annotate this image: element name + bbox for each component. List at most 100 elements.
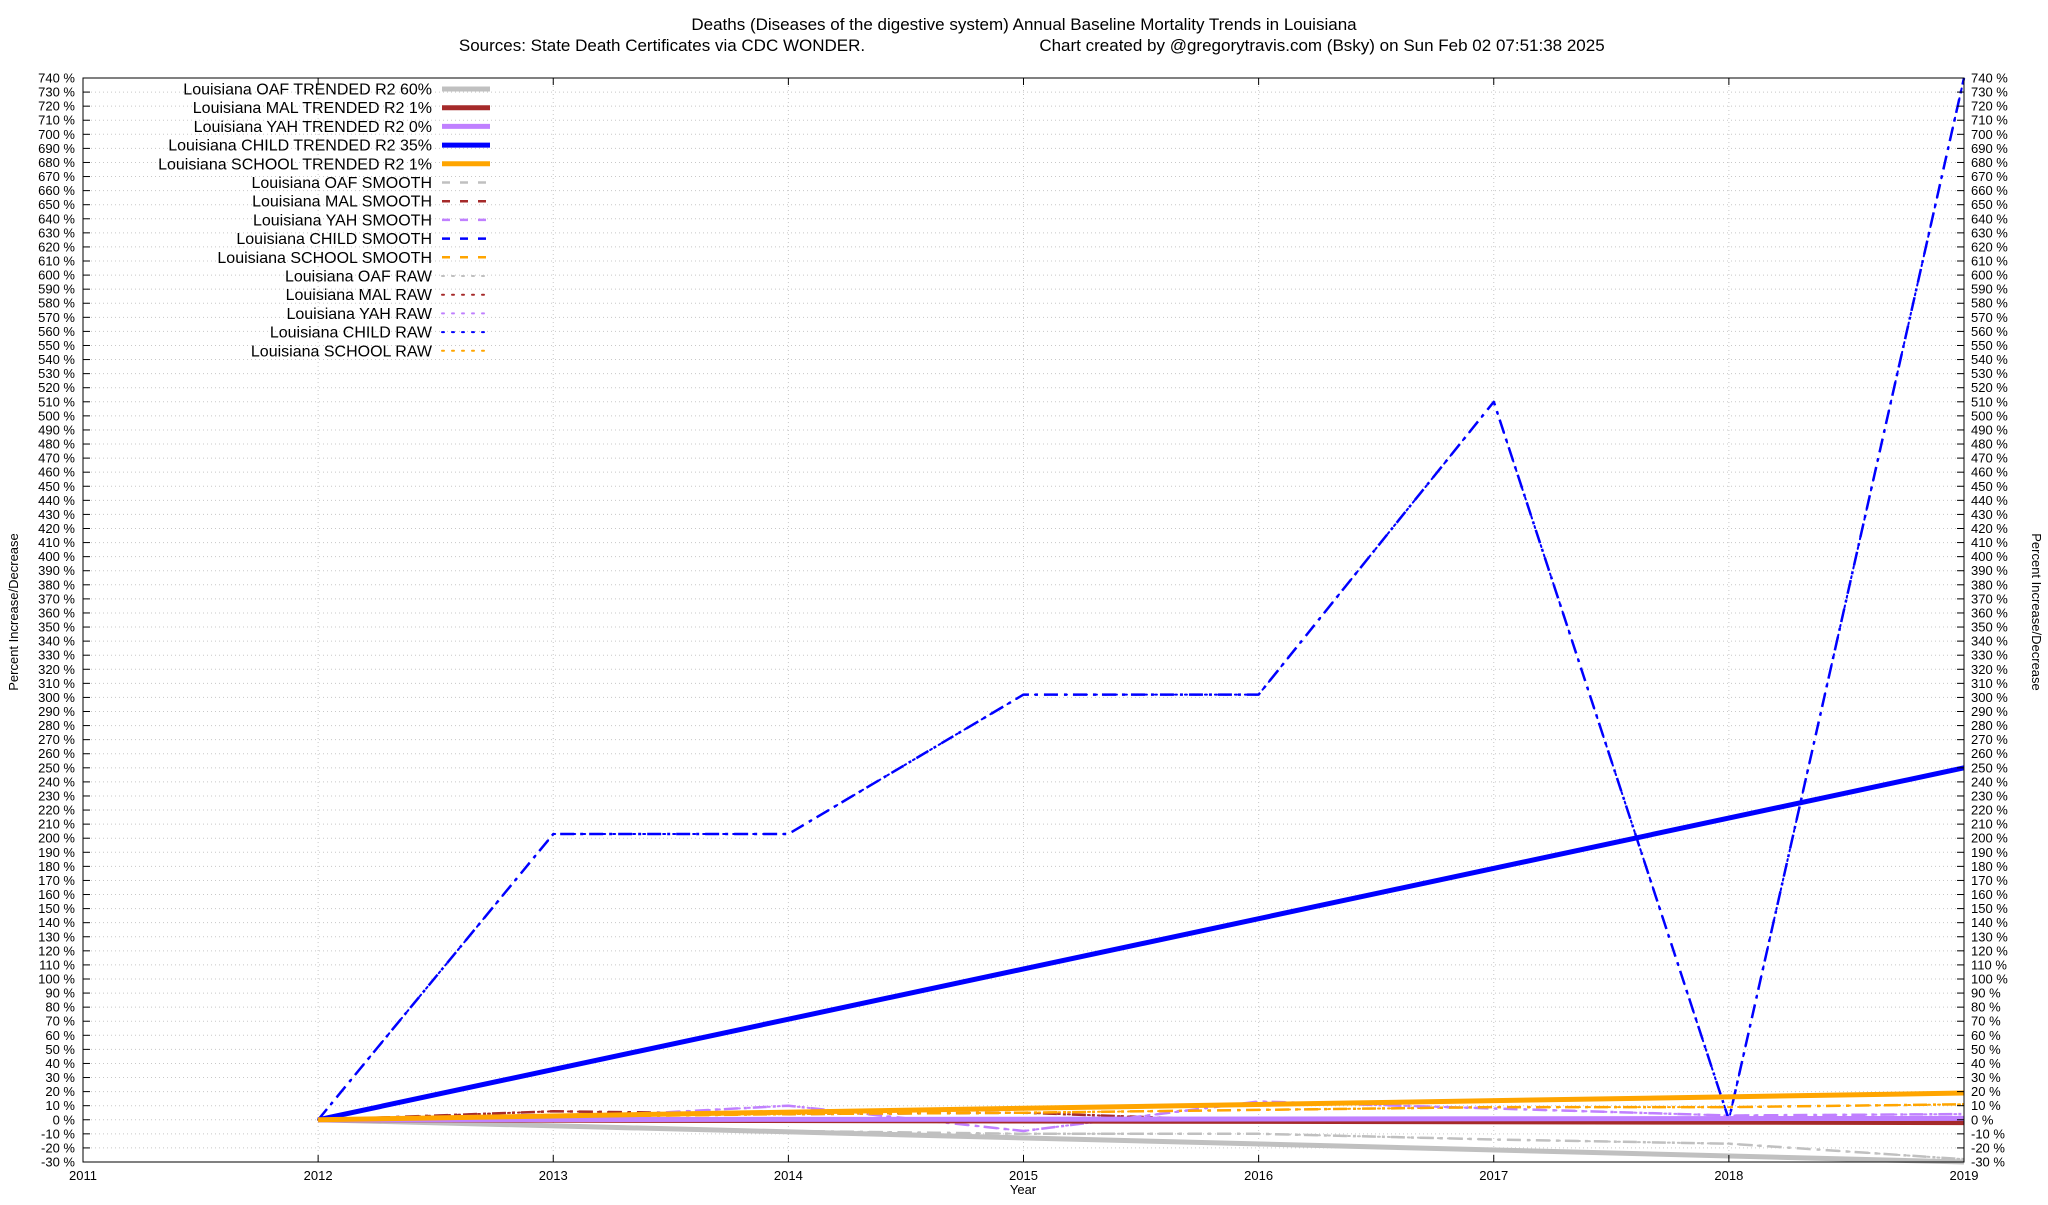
y-tick-label-right: -30 % — [1971, 1155, 2005, 1170]
y-tick-label-left: 330 % — [38, 648, 75, 663]
y-tick-label-right: 210 % — [1971, 817, 2008, 832]
y-tick-label-right: 80 % — [1971, 1000, 2001, 1015]
y-tick-label-left: 350 % — [38, 620, 75, 635]
y-tick-label-left: 670 % — [38, 169, 75, 184]
legend-label: Louisiana OAF SMOOTH — [252, 175, 433, 192]
y-tick-label-right: 580 % — [1971, 296, 2008, 311]
y-tick-label-right: 730 % — [1971, 85, 2008, 100]
y-tick-label-right: 50 % — [1971, 1042, 2001, 1057]
y-tick-label-right: 230 % — [1971, 788, 2008, 803]
y-tick-label-left: 360 % — [38, 605, 75, 620]
y-tick-label-left: 710 % — [38, 113, 75, 128]
y-tick-label-left: 570 % — [38, 310, 75, 325]
y-tick-label-left: 110 % — [39, 957, 75, 972]
y-tick-label-right: 310 % — [1971, 676, 2008, 691]
y-tick-label-left: 450 % — [38, 479, 75, 494]
y-tick-label-left: 720 % — [38, 99, 75, 114]
legend-label: Louisiana MAL RAW — [286, 287, 433, 304]
y-tick-label-left: 100 % — [38, 971, 75, 986]
y-tick-label-right: 260 % — [1971, 746, 2008, 761]
y-tick-label-right: 290 % — [1971, 704, 2008, 719]
y-tick-label-left: 590 % — [38, 282, 75, 297]
y-tick-label-right: 340 % — [1971, 634, 2008, 649]
x-tick-label: 2018 — [1714, 1168, 1743, 1183]
y-tick-label-right: 220 % — [1971, 803, 2008, 818]
y-tick-label-right: 280 % — [1971, 718, 2008, 733]
y-tick-label-left: 130 % — [38, 929, 75, 944]
y-tick-label-left: 400 % — [38, 549, 75, 564]
y-tick-label-left: 620 % — [38, 239, 75, 254]
x-tick-label: 2016 — [1244, 1168, 1273, 1183]
y-tick-label-right: 540 % — [1971, 352, 2008, 367]
y-tick-label-right: 0 % — [1971, 1112, 1994, 1127]
y-tick-label-left: 290 % — [38, 704, 75, 719]
y-tick-label-left: 280 % — [38, 718, 75, 733]
y-tick-label-left: 630 % — [38, 225, 75, 240]
y-tick-label-left: 510 % — [38, 394, 75, 409]
y-tick-label-right: 720 % — [1971, 99, 2008, 114]
x-tick-label: 2019 — [1950, 1168, 1979, 1183]
series-line-child-trended — [317, 765, 1965, 1123]
y-tick-label-right: 20 % — [1971, 1084, 2001, 1099]
y-tick-label-left: -20 % — [41, 1140, 75, 1155]
y-tick-label-left: 90 % — [45, 986, 75, 1001]
y-tick-label-right: 360 % — [1971, 605, 2008, 620]
legend-label: Louisiana MAL TRENDED R2 1% — [193, 100, 432, 117]
y-tick-label-right: 30 % — [1971, 1070, 2001, 1085]
legend-label: Louisiana SCHOOL SMOOTH — [217, 250, 432, 267]
chart-subtitle-source: Sources: State Death Certificates via CD… — [459, 36, 865, 55]
y-tick-label-right: 330 % — [1971, 648, 2008, 663]
legend-label: Louisiana OAF RAW — [285, 269, 433, 286]
y-tick-label-right: 130 % — [1971, 929, 2008, 944]
y-tick-label-left: 160 % — [38, 887, 75, 902]
y-tick-label-right: 710 % — [1971, 113, 2008, 128]
y-tick-label-left: 370 % — [38, 591, 75, 606]
y-tick-label-left: 540 % — [38, 352, 75, 367]
y-tick-label-right: 520 % — [1971, 380, 2008, 395]
y-tick-label-right: 530 % — [1971, 366, 2008, 381]
y-tick-label-right: 60 % — [1971, 1028, 2001, 1043]
y-tick-label-left: 70 % — [45, 1014, 75, 1029]
y-tick-label-left: 310 % — [38, 676, 75, 691]
y-tick-label-right: 160 % — [1971, 887, 2008, 902]
y-tick-label-right: 740 % — [1971, 71, 2008, 86]
y-tick-label-right: 200 % — [1971, 831, 2008, 846]
y-tick-label-left: 150 % — [38, 901, 75, 916]
y-tick-label-left: 680 % — [38, 155, 75, 170]
y-tick-label-left: 500 % — [38, 408, 75, 423]
y-tick-label-right: 600 % — [1971, 268, 2008, 283]
y-tick-label-left: 340 % — [38, 634, 75, 649]
legend-label: Louisiana SCHOOL TRENDED R2 1% — [158, 156, 432, 173]
y-tick-label-left: 460 % — [38, 465, 75, 480]
axes: -30 % -30 %-20 % -20 %-10 % -10 %0 % 0 %10 %… — [38, 71, 2008, 1184]
x-axis-label: Year — [1010, 1182, 1037, 1197]
legend-label: Louisiana SCHOOL RAW — [251, 343, 433, 360]
y-tick-label-left: 700 % — [38, 127, 75, 142]
y-tick-label-right: 320 % — [1971, 662, 2008, 677]
y-tick-label-left: 420 % — [38, 521, 75, 536]
y-tick-label-left: 550 % — [38, 338, 75, 353]
y-tick-label-left: 120 % — [38, 943, 75, 958]
y-tick-label-left: 610 % — [38, 254, 75, 269]
y-tick-label-left: 530 % — [38, 366, 75, 381]
y-tick-label-right: 690 % — [1971, 141, 2008, 156]
y-tick-label-right: 170 % — [1971, 873, 2008, 888]
y-tick-label-right: 90 % — [1971, 986, 2001, 1001]
y-tick-label-right: 100 % — [1971, 971, 2008, 986]
y-tick-label-right: 510 % — [1971, 394, 2008, 409]
y-tick-label-right: 240 % — [1971, 774, 2008, 789]
y-tick-label-left: 10 % — [45, 1098, 75, 1113]
y-tick-label-left: 580 % — [38, 296, 75, 311]
y-tick-label-left: 230 % — [38, 788, 75, 803]
y-tick-label-left: 260 % — [38, 746, 75, 761]
y-tick-label-left: 470 % — [38, 451, 75, 466]
y-tick-label-right: 410 % — [1971, 535, 2008, 550]
y-tick-label-left: 640 % — [38, 211, 75, 226]
y-tick-label-left: 380 % — [38, 577, 75, 592]
y-tick-label-left: -30 % — [41, 1155, 75, 1170]
y-tick-label-right: 590 % — [1971, 282, 2008, 297]
y-tick-label-right: 500 % — [1971, 408, 2008, 423]
y-tick-label-right: 390 % — [1971, 563, 2008, 578]
